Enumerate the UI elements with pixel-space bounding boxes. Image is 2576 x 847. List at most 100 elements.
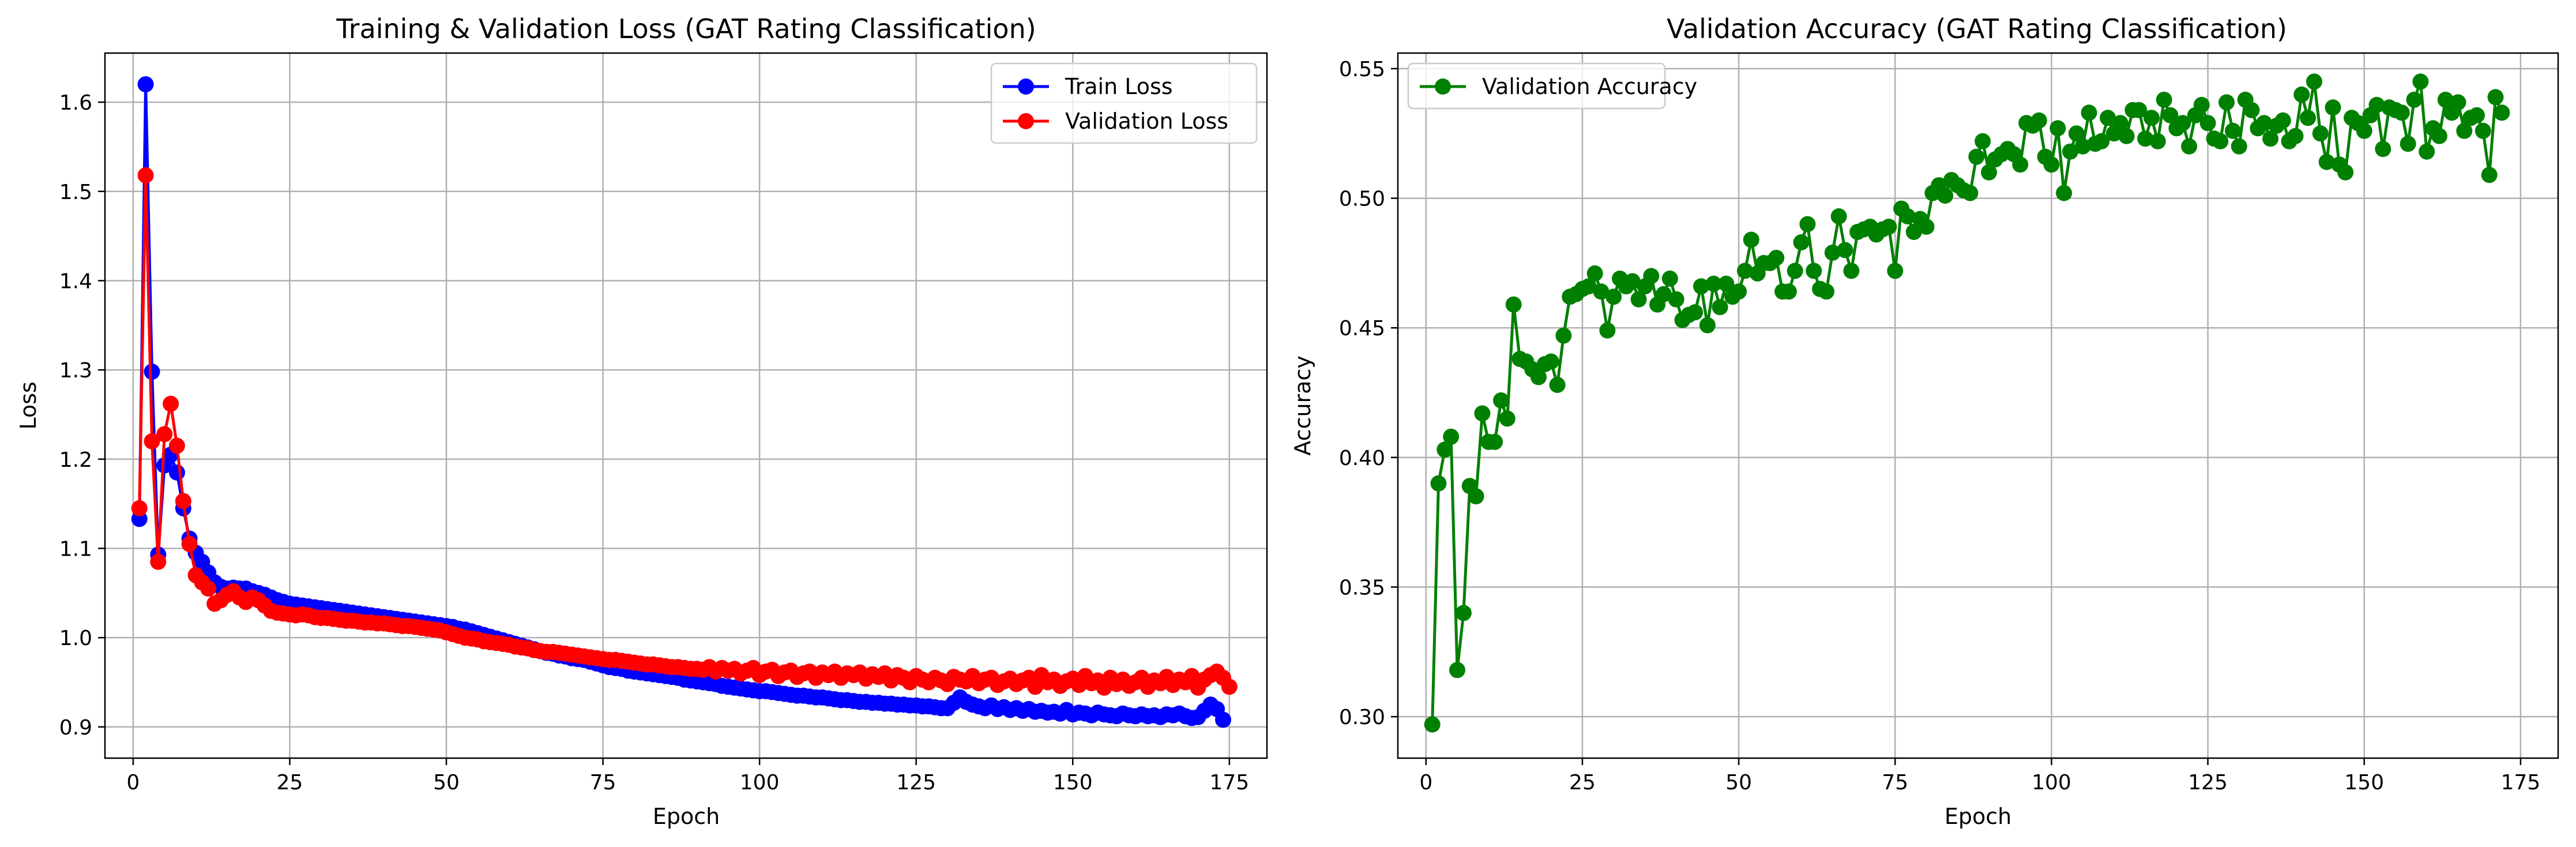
accuracy-series xyxy=(1424,73,2510,733)
validation-loss-point xyxy=(150,553,167,570)
validation-accuracy-point xyxy=(1830,208,1847,224)
validation-accuracy-point xyxy=(1900,208,1916,224)
loss-x-tick-label: 125 xyxy=(896,771,936,794)
accuracy-x-tick-label: 150 xyxy=(2344,771,2384,794)
validation-accuracy-point xyxy=(1443,428,1460,445)
validation-accuracy-point xyxy=(2068,125,2085,142)
train-loss-point xyxy=(168,464,185,481)
validation-accuracy-point xyxy=(1731,283,1747,300)
loss-legend-box xyxy=(990,62,1258,144)
validation-accuracy-point xyxy=(1962,185,1979,201)
accuracy-y-axis-label: Accuracy xyxy=(1290,355,1315,456)
validation-accuracy-point xyxy=(2243,102,2260,118)
validation-accuracy-point xyxy=(1799,216,1816,233)
validation-accuracy-point xyxy=(2481,167,2498,183)
loss-series xyxy=(131,76,1238,728)
accuracy-y-tick-label: 0.50 xyxy=(1339,188,1385,211)
validation-accuracy-point xyxy=(2375,141,2391,158)
validation-accuracy-point xyxy=(1806,263,1822,279)
validation-loss-point xyxy=(144,433,160,449)
validation-accuracy-point xyxy=(2318,153,2335,170)
validation-accuracy-point xyxy=(1549,377,1566,393)
validation-accuracy-point xyxy=(2112,115,2129,132)
loss-x-tick-label: 25 xyxy=(277,771,303,794)
validation-accuracy-point xyxy=(1699,317,1716,333)
validation-accuracy-point xyxy=(2256,115,2273,132)
accuracy-x-tick-label: 100 xyxy=(2032,771,2071,794)
validation-accuracy-point xyxy=(2081,104,2097,121)
validation-accuracy-point xyxy=(1705,275,1722,292)
loss-x-tick-label: 100 xyxy=(740,771,780,794)
validation-accuracy-point xyxy=(2368,96,2385,113)
accuracy-axis-ticks: 0 25 50 75 100 125 150 175 0.30 0.35 0.40 0.45 0.50 0… xyxy=(1339,58,2540,794)
accuracy-legend-box xyxy=(1407,62,1666,110)
train-loss-legend-label: Train Loss xyxy=(1065,74,1173,99)
validation-loss-legend-marker xyxy=(1018,113,1034,129)
validation-accuracy-point xyxy=(1593,283,1609,300)
accuracy-y-tick-label: 0.45 xyxy=(1339,317,1385,340)
validation-accuracy-point xyxy=(2049,120,2066,137)
loss-x-tick-label: 50 xyxy=(433,771,460,794)
validation-accuracy-point xyxy=(1599,322,1616,339)
validation-accuracy-point xyxy=(2293,86,2310,103)
validation-accuracy-point xyxy=(1693,278,1709,295)
validation-accuracy-point xyxy=(2100,110,2116,126)
accuracy-chart: Validation Accuracy (GAT Rating Classifi… xyxy=(1290,13,2559,829)
validation-accuracy-point xyxy=(1843,263,1860,279)
loss-plot-frame xyxy=(104,52,1268,759)
validation-accuracy-point xyxy=(1624,273,1641,290)
validation-loss-point xyxy=(181,535,198,552)
validation-accuracy-point xyxy=(2030,112,2047,129)
validation-accuracy-point xyxy=(2212,133,2229,149)
validation-accuracy-point xyxy=(1643,268,1660,284)
validation-accuracy-point xyxy=(1687,304,1703,321)
validation-accuracy-point xyxy=(1499,410,1515,427)
train-loss-point xyxy=(1215,711,1231,728)
validation-accuracy-point xyxy=(1455,605,1472,621)
loss-y-tick-label: 1.6 xyxy=(59,91,92,115)
validation-accuracy-point xyxy=(2193,96,2210,113)
validation-accuracy-point xyxy=(1487,433,1503,450)
validation-accuracy-point xyxy=(2300,110,2316,126)
accuracy-x-tick-label: 175 xyxy=(2501,771,2541,794)
validation-accuracy-point xyxy=(1543,353,1559,370)
loss-y-tick-label: 1.4 xyxy=(59,269,92,293)
validation-accuracy-point xyxy=(1881,219,1897,235)
accuracy-x-tick-label: 50 xyxy=(1725,771,1752,794)
validation-loss-point xyxy=(131,500,148,516)
validation-accuracy-point xyxy=(2149,133,2166,149)
validation-accuracy-legend-marker xyxy=(1435,78,1451,95)
validation-loss-point xyxy=(168,437,185,454)
loss-y-tick-label: 0.9 xyxy=(59,716,92,740)
validation-accuracy-point xyxy=(2475,122,2491,139)
validation-accuracy-point xyxy=(2406,91,2423,108)
validation-loss-point xyxy=(1221,679,1238,695)
accuracy-x-tick-label: 25 xyxy=(1569,771,1596,794)
accuracy-x-axis-label: Epoch xyxy=(1945,804,2011,829)
validation-accuracy-point xyxy=(2162,107,2179,123)
validation-loss-point xyxy=(175,493,191,509)
validation-accuracy-point xyxy=(1918,219,1935,235)
loss-x-tick-label: 175 xyxy=(1209,771,1249,794)
validation-accuracy-point xyxy=(2400,136,2416,152)
validation-accuracy-point xyxy=(2337,164,2354,181)
validation-accuracy-point xyxy=(2487,89,2504,106)
loss-chart-title: Training & Validation Loss (GAT Rating C… xyxy=(336,13,1036,44)
accuracy-legend: Validation Accuracy xyxy=(1407,62,1697,110)
validation-accuracy-point xyxy=(2325,99,2341,116)
validation-accuracy-point xyxy=(1586,265,1603,282)
accuracy-x-tick-label: 125 xyxy=(2188,771,2228,794)
validation-accuracy-point xyxy=(1430,475,1447,492)
validation-accuracy-series xyxy=(1424,73,2510,733)
validation-accuracy-point xyxy=(2225,122,2241,139)
loss-axis-ticks: 0 25 50 75 100 125 150 175 0.9 1.0 1.1 1.2 1.3 1.4 1.5… xyxy=(59,91,1249,794)
validation-accuracy-point xyxy=(1937,188,1954,204)
validation-loss-series xyxy=(131,167,1238,696)
loss-x-tick-label: 150 xyxy=(1053,771,1093,794)
validation-accuracy-point xyxy=(2312,125,2329,142)
validation-accuracy-point xyxy=(2199,115,2216,132)
accuracy-y-tick-label: 0.40 xyxy=(1339,447,1385,470)
validation-accuracy-point xyxy=(1656,286,1672,302)
accuracy-plot-frame xyxy=(1397,52,2559,759)
